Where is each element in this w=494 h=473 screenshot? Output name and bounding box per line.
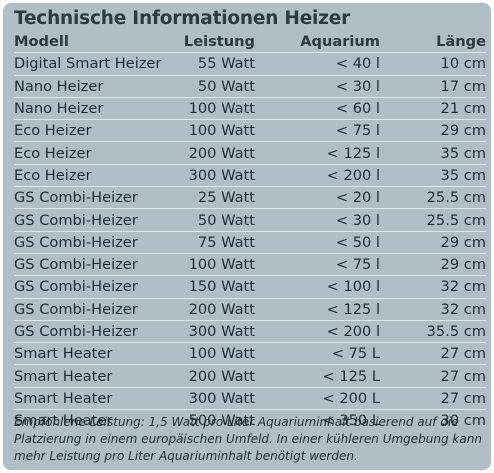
- table-header: Modell Leistung Aquarium Länge: [14, 31, 486, 53]
- cell-aquarium: < 30 l: [335, 77, 380, 95]
- table-row: Smart Heater 100 Watt < 75 L 27 cm: [14, 342, 486, 365]
- cell-power: 100 Watt: [188, 100, 255, 118]
- table-row: GS Combi-Heizer 75 Watt < 50 l 29 cm: [14, 231, 486, 253]
- cell-aquarium: < 200 l: [326, 166, 380, 184]
- cell-model: GS Combi-Heizer: [14, 323, 138, 340]
- cell-model: Digital Smart Heizer: [14, 55, 162, 73]
- cell-aquarium: < 200 l: [326, 323, 380, 340]
- cell-power: 75 Watt: [197, 233, 255, 251]
- cell-length: 30 cm: [440, 412, 486, 430]
- cell-model: Eco Heizer: [14, 144, 92, 162]
- cell-length: 25.5 cm: [426, 211, 486, 229]
- cell-model: Eco Heizer: [14, 166, 92, 184]
- cell-length: 27 cm: [440, 345, 486, 363]
- cell-model: GS Combi-Heizer: [14, 189, 138, 207]
- cell-power: 100 Watt: [188, 122, 255, 140]
- cell-power: 500 Watt: [188, 412, 255, 430]
- cell-power: 300 Watt: [188, 389, 255, 407]
- cell-length: 35.5 cm: [426, 323, 486, 340]
- table-row: Smart Heater 200 Watt < 125 L 27 cm: [14, 364, 486, 387]
- cell-model: Smart Heater: [14, 345, 113, 363]
- cell-model: GS Combi-Heizer: [14, 211, 138, 229]
- heater-info-card: Technische Informationen Heizer Modell L…: [3, 3, 491, 470]
- cell-length: 32 cm: [440, 300, 486, 318]
- cell-model: Smart Heater: [14, 367, 113, 385]
- cell-model: Eco Heizer: [14, 122, 92, 140]
- cell-aquarium: < 60 l: [335, 100, 380, 118]
- cell-length: 29 cm: [440, 256, 486, 274]
- cell-power: 200 Watt: [188, 144, 255, 162]
- cell-aquarium: < 30 l: [335, 211, 380, 229]
- table-row: GS Combi-Heizer 200 Watt < 125 l 32 cm: [14, 298, 486, 320]
- cell-length: 17 cm: [440, 77, 486, 95]
- cell-aquarium: < 75 L: [331, 345, 380, 363]
- table-row: Nano Heizer 100 Watt < 60 l 21 cm: [14, 97, 486, 119]
- cell-model: GS Combi-Heizer: [14, 278, 138, 296]
- cell-power: 25 Watt: [197, 189, 255, 207]
- cell-power: 300 Watt: [188, 166, 255, 184]
- cell-aquarium: < 200 L: [322, 389, 381, 407]
- cell-aquarium: < 350 L: [322, 412, 381, 430]
- table-row: GS Combi-Heizer 150 Watt < 100 l 32 cm: [14, 275, 486, 298]
- header-row: Modell Leistung Aquarium Länge: [14, 31, 486, 53]
- table-row: Eco Heizer 300 Watt < 200 l 35 cm: [14, 164, 486, 186]
- cell-model: Smart Heater: [14, 389, 113, 407]
- cell-aquarium: < 75 l: [335, 122, 380, 140]
- table-row: Eco Heizer 100 Watt < 75 l 29 cm: [14, 119, 486, 142]
- cell-power: 200 Watt: [188, 300, 255, 318]
- cell-aquarium: < 100 l: [326, 278, 380, 296]
- cell-model: GS Combi-Heizer: [14, 233, 138, 251]
- table-row: Eco Heizer 200 Watt < 125 l 35 cm: [14, 141, 486, 164]
- table-row: Nano Heizer 50 Watt < 30 l 17 cm: [14, 75, 486, 97]
- cell-power: 55 Watt: [197, 55, 255, 73]
- cell-model: GS Combi-Heizer: [14, 300, 138, 318]
- table-row: GS Combi-Heizer 25 Watt < 20 l 25.5 cm: [14, 186, 486, 209]
- cell-length: 32 cm: [440, 278, 486, 296]
- footnote: Empfohlene Leistung: 1,5 Watt pro Liter …: [14, 415, 482, 463]
- cell-power: 150 Watt: [188, 278, 255, 296]
- cell-aquarium: < 125 l: [326, 300, 380, 318]
- cell-power: 50 Watt: [197, 77, 255, 95]
- column-header-aquarium: Aquarium: [300, 33, 380, 51]
- table-title: Technische Informationen Heizer: [14, 8, 351, 29]
- column-header-model: Modell: [14, 33, 69, 51]
- cell-aquarium: < 125 l: [326, 144, 380, 162]
- column-header-power: Leistung: [183, 33, 255, 51]
- table-row: GS Combi-Heizer 50 Watt < 30 l 25.5 cm: [14, 208, 486, 231]
- cell-aquarium: < 125 L: [322, 367, 381, 385]
- cell-length: 29 cm: [440, 233, 486, 251]
- column-header-length: Länge: [436, 33, 486, 51]
- cell-length: 35 cm: [440, 166, 486, 184]
- cell-aquarium: < 40 l: [335, 55, 380, 73]
- cell-model: Nano Heizer: [14, 77, 104, 95]
- cell-length: 25.5 cm: [426, 189, 486, 207]
- table-row: GS Combi-Heizer 100 Watt < 75 l 29 cm: [14, 253, 486, 275]
- table-row: Digital Smart Heizer 55 Watt < 40 l 10 cm: [14, 52, 486, 75]
- table-row: GS Combi-Heizer 300 Watt < 200 l 35.5 cm: [14, 320, 486, 342]
- cell-power: 100 Watt: [188, 345, 255, 363]
- cell-length: 27 cm: [440, 389, 486, 407]
- cell-aquarium: < 75 l: [335, 256, 380, 274]
- cell-power: 300 Watt: [188, 323, 255, 340]
- cell-power: 100 Watt: [188, 256, 255, 274]
- cell-length: 10 cm: [440, 55, 486, 73]
- cell-length: 27 cm: [440, 367, 486, 385]
- table-body: Digital Smart Heizer 55 Watt < 40 l 10 cm Na…: [14, 52, 486, 432]
- table-row: Smart Heater 500 Watt < 350 L 30 cm: [14, 409, 486, 432]
- cell-power: 200 Watt: [188, 367, 255, 385]
- heater-specs-table: Modell Leistung Aquarium Länge Digital S…: [14, 31, 486, 431]
- cell-length: 35 cm: [440, 144, 486, 162]
- cell-length: 29 cm: [440, 122, 486, 140]
- cell-power: 50 Watt: [197, 211, 255, 229]
- cell-model: Smart Heater: [14, 412, 113, 430]
- table-row: Smart Heater 300 Watt < 200 L 27 cm: [14, 387, 486, 409]
- cell-aquarium: < 20 l: [335, 189, 380, 207]
- cell-model: Nano Heizer: [14, 100, 104, 118]
- cell-aquarium: < 50 l: [335, 233, 380, 251]
- cell-length: 21 cm: [440, 100, 486, 118]
- cell-model: GS Combi-Heizer: [14, 256, 138, 274]
